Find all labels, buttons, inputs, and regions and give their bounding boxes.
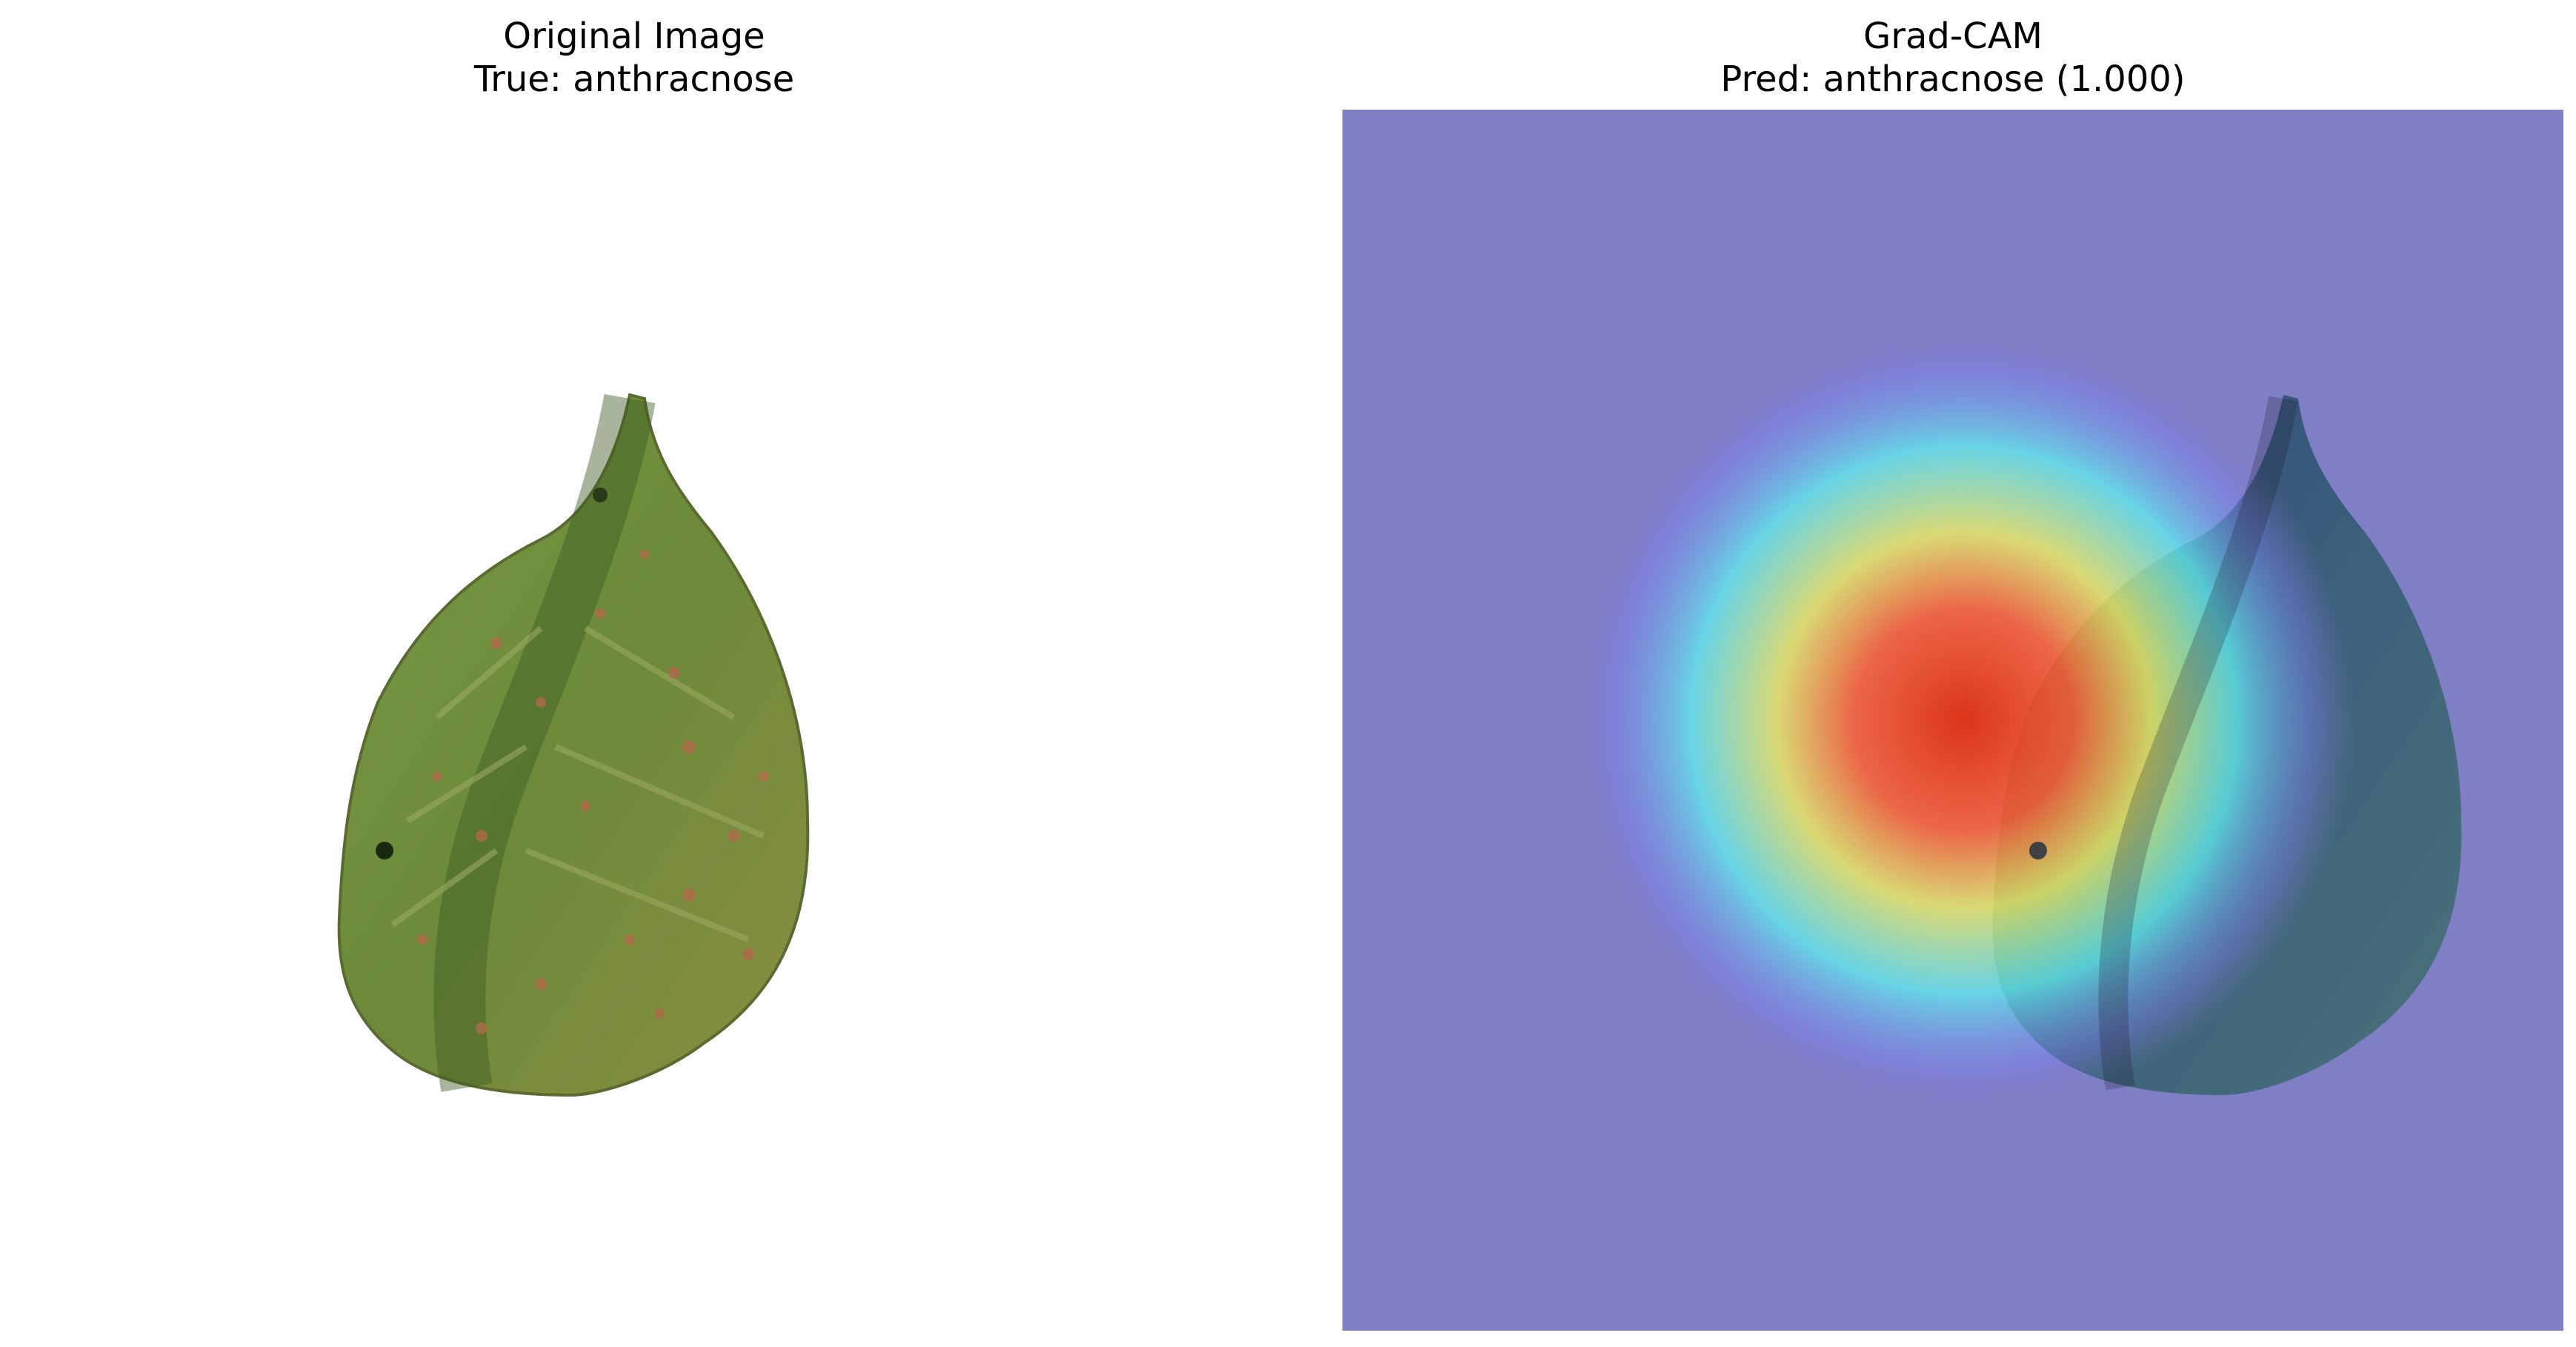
original-image-panel bbox=[22, 110, 1243, 1331]
true-label-line: True: anthracnose bbox=[473, 59, 795, 100]
gradcam-title: Grad-CAM Pred: anthracnose (1.000) bbox=[1342, 15, 2563, 101]
gradcam-panel bbox=[1342, 110, 2563, 1331]
gradcam-title-line1: Grad-CAM bbox=[1863, 16, 2043, 57]
leaf-shape bbox=[337, 393, 810, 1097]
original-image-title: Original Image True: anthracnose bbox=[0, 15, 1268, 101]
activation-heat-region bbox=[1470, 231, 2448, 1209]
prediction-label-line: Pred: anthracnose (1.000) bbox=[1720, 59, 2186, 100]
gradcam-heatmap-image bbox=[1342, 110, 2563, 1331]
original-image-title-line1: Original Image bbox=[503, 16, 765, 57]
original-leaf-image bbox=[22, 110, 1243, 1331]
